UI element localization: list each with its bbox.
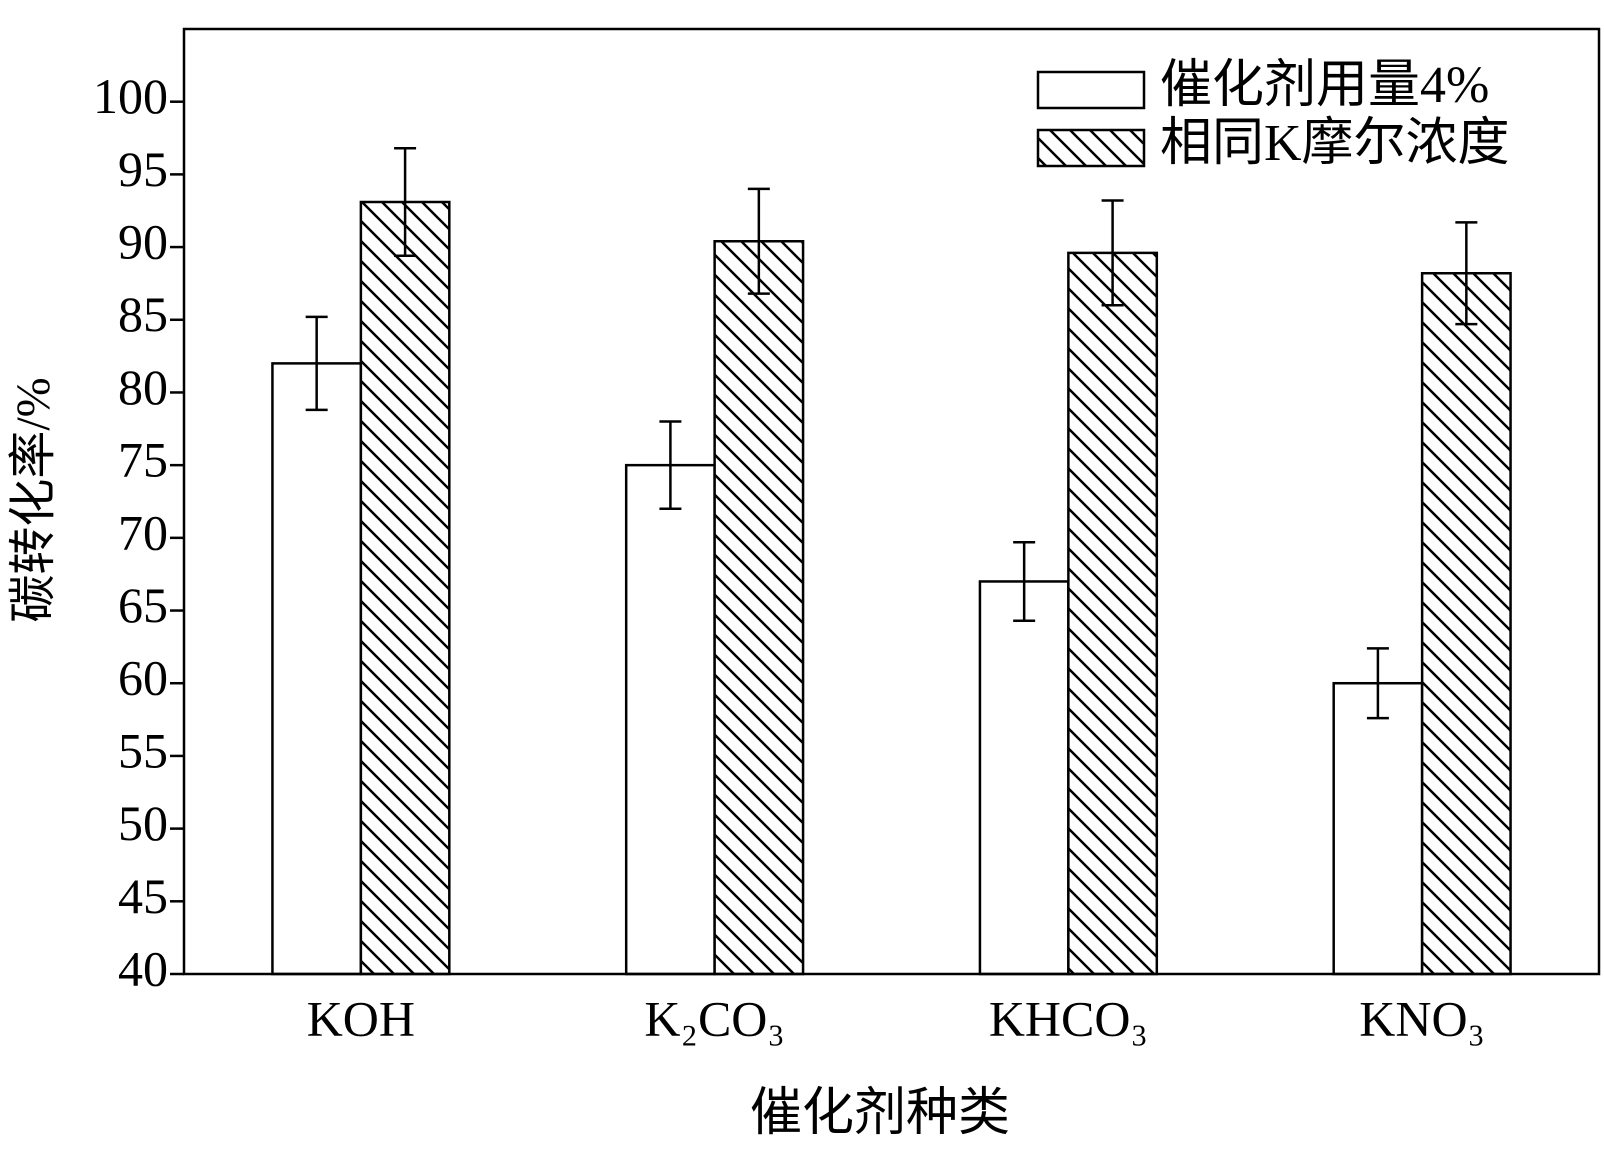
y-tick-label: 40 xyxy=(118,940,168,996)
y-tick-label: 85 xyxy=(118,286,168,342)
error-bar xyxy=(1455,221,1478,326)
x-tick-label: K₂CO₃ xyxy=(644,990,784,1046)
error-bar xyxy=(305,315,328,412)
bar xyxy=(1332,681,1424,976)
y-tick-label: 95 xyxy=(118,141,168,197)
error-bar xyxy=(394,146,417,258)
x-tick-label: KOH xyxy=(307,990,415,1046)
error-bar xyxy=(659,420,682,511)
y-tick-label: 100 xyxy=(93,68,168,124)
y-tick-label: 80 xyxy=(118,359,168,415)
y-tick-label: 75 xyxy=(118,432,168,488)
bar xyxy=(624,463,716,976)
bar xyxy=(1067,251,1159,976)
bar xyxy=(978,580,1070,976)
legend-label: 催化剂用量4% xyxy=(1160,57,1489,114)
bar xyxy=(1420,271,1512,976)
y-tick-label: 45 xyxy=(118,868,168,924)
y-tick-label: 90 xyxy=(118,214,168,270)
x-tick-label: KHCO₃ xyxy=(989,990,1148,1046)
bar xyxy=(713,240,805,976)
error-bar xyxy=(1013,540,1036,622)
legend-swatch xyxy=(1036,128,1146,168)
bar xyxy=(359,200,451,976)
y-tick-label: 65 xyxy=(118,577,168,633)
y-axis-label: 碳转化率/% xyxy=(7,377,60,622)
bar xyxy=(271,362,363,976)
error-bar xyxy=(1366,647,1389,720)
x-tick-label: KNO₃ xyxy=(1359,990,1485,1046)
y-tick-label: 60 xyxy=(118,650,168,706)
plot-frame xyxy=(182,27,1601,976)
y-tick-label: 50 xyxy=(118,795,168,851)
y-tick-label: 70 xyxy=(118,504,168,560)
error-bar xyxy=(1101,199,1124,307)
legend-label: 相同K摩尔浓度 xyxy=(1160,115,1510,172)
x-axis-label: 催化剂种类 xyxy=(750,1085,1010,1142)
error-bar xyxy=(747,187,770,295)
y-tick-label: 55 xyxy=(118,722,168,778)
legend-swatch xyxy=(1036,70,1146,110)
